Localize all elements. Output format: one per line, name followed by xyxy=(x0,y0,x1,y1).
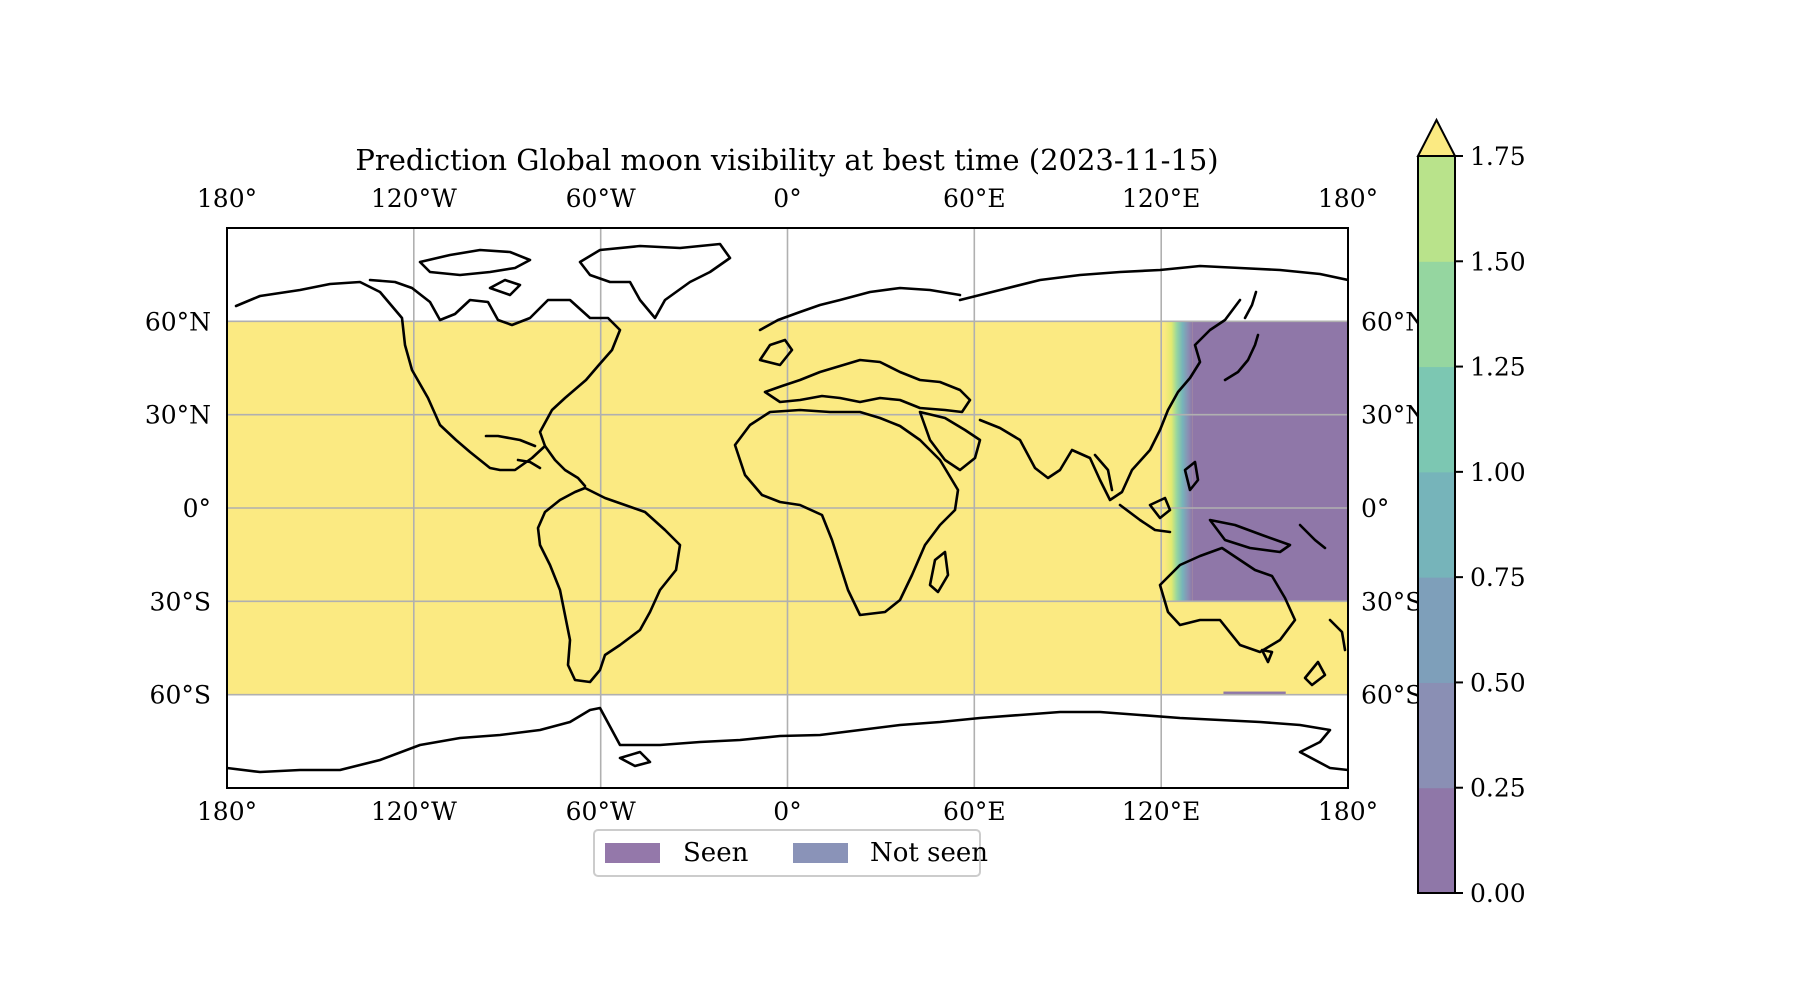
chart-title: Prediction Global moon visibility at bes… xyxy=(355,143,1218,177)
x-tick-bottom: 120°W xyxy=(371,797,457,826)
colorbar-extend-arrow xyxy=(1416,117,1457,157)
bottom-tick-labels: 180° 120°W 60°W 0° 60°E 120°E 180° xyxy=(197,797,1378,826)
colorbar-segment xyxy=(1418,471,1455,578)
x-tick-bottom: 60°E xyxy=(943,797,1006,826)
colorbar-segment xyxy=(1418,156,1455,262)
colorbar-tick-label: 0.75 xyxy=(1470,563,1526,592)
colorbar-tick-label: 1.25 xyxy=(1470,353,1526,382)
colorbar-tick-label: 1.50 xyxy=(1470,247,1526,276)
x-tick-top: 180° xyxy=(1318,184,1378,213)
legend-swatch-seen xyxy=(605,843,660,863)
region-west-pacific-region xyxy=(1192,321,1348,602)
y-tick-right: 60°S xyxy=(1361,681,1422,710)
y-tick-left: 30°N xyxy=(145,401,211,430)
colorbar-tick-label: 1.75 xyxy=(1470,142,1526,171)
y-tick-left: 30°S xyxy=(150,587,211,616)
x-tick-top: 60°W xyxy=(566,184,636,213)
colorbar-outline xyxy=(1417,156,1456,894)
x-tick-bottom: 180° xyxy=(197,797,257,826)
y-tick-left: 0° xyxy=(183,494,211,523)
colorbar-tick-label: 0.50 xyxy=(1470,668,1526,697)
colorbar-segment xyxy=(1418,577,1455,683)
legend-label-not-seen: Not seen xyxy=(870,838,988,868)
right-tick-labels: 60°S 30°S 0° 30°N 60°N xyxy=(1361,307,1427,709)
top-tick-labels: 180° 120°W 60°W 0° 60°E 120°E 180° xyxy=(197,184,1378,213)
x-tick-bottom: 60°W xyxy=(566,797,636,826)
gridlines xyxy=(227,228,1348,788)
x-tick-bottom: 180° xyxy=(1318,797,1378,826)
colorbar-segment xyxy=(1418,787,1455,894)
left-tick-labels: 60°S 30°S 0° 30°N 60°N xyxy=(145,307,211,709)
region-transition-band xyxy=(1164,321,1193,602)
y-tick-right: 0° xyxy=(1361,494,1389,523)
legend: Seen Not seen xyxy=(593,829,988,877)
y-tick-left: 60°N xyxy=(145,307,211,336)
x-tick-bottom: 120°E xyxy=(1122,797,1200,826)
y-tick-right: 60°N xyxy=(1361,307,1427,336)
coastlines xyxy=(227,242,1348,774)
x-tick-bottom: 0° xyxy=(773,797,801,826)
y-tick-right: 30°S xyxy=(1361,587,1422,616)
y-tick-right: 30°N xyxy=(1361,401,1427,430)
x-tick-top: 0° xyxy=(773,184,801,213)
legend-swatch-not-seen xyxy=(793,843,848,863)
x-tick-top: 120°E xyxy=(1122,184,1200,213)
colorbar-tick-label: 0.25 xyxy=(1470,774,1526,803)
x-tick-top: 120°W xyxy=(371,184,457,213)
region-southern-strip xyxy=(1223,691,1286,695)
colorbar-tick-label: 0.00 xyxy=(1470,879,1526,908)
x-tick-top: 180° xyxy=(197,184,257,213)
x-tick-top: 60°E xyxy=(943,184,1006,213)
colorbar: 0.00 0.25 0.50 0.75 1.00 1.25 1.50 1.75 xyxy=(1416,117,1526,908)
y-tick-left: 60°S xyxy=(150,681,211,710)
colorbar-tick-label: 1.00 xyxy=(1470,458,1526,487)
colorbar-segment xyxy=(1418,261,1455,368)
map-area xyxy=(227,228,1348,788)
map-frame xyxy=(226,227,1349,789)
colorbar-segment xyxy=(1418,366,1455,473)
legend-label-seen: Seen xyxy=(683,838,749,868)
legend-box xyxy=(593,829,981,877)
colorbar-segment xyxy=(1418,682,1455,789)
